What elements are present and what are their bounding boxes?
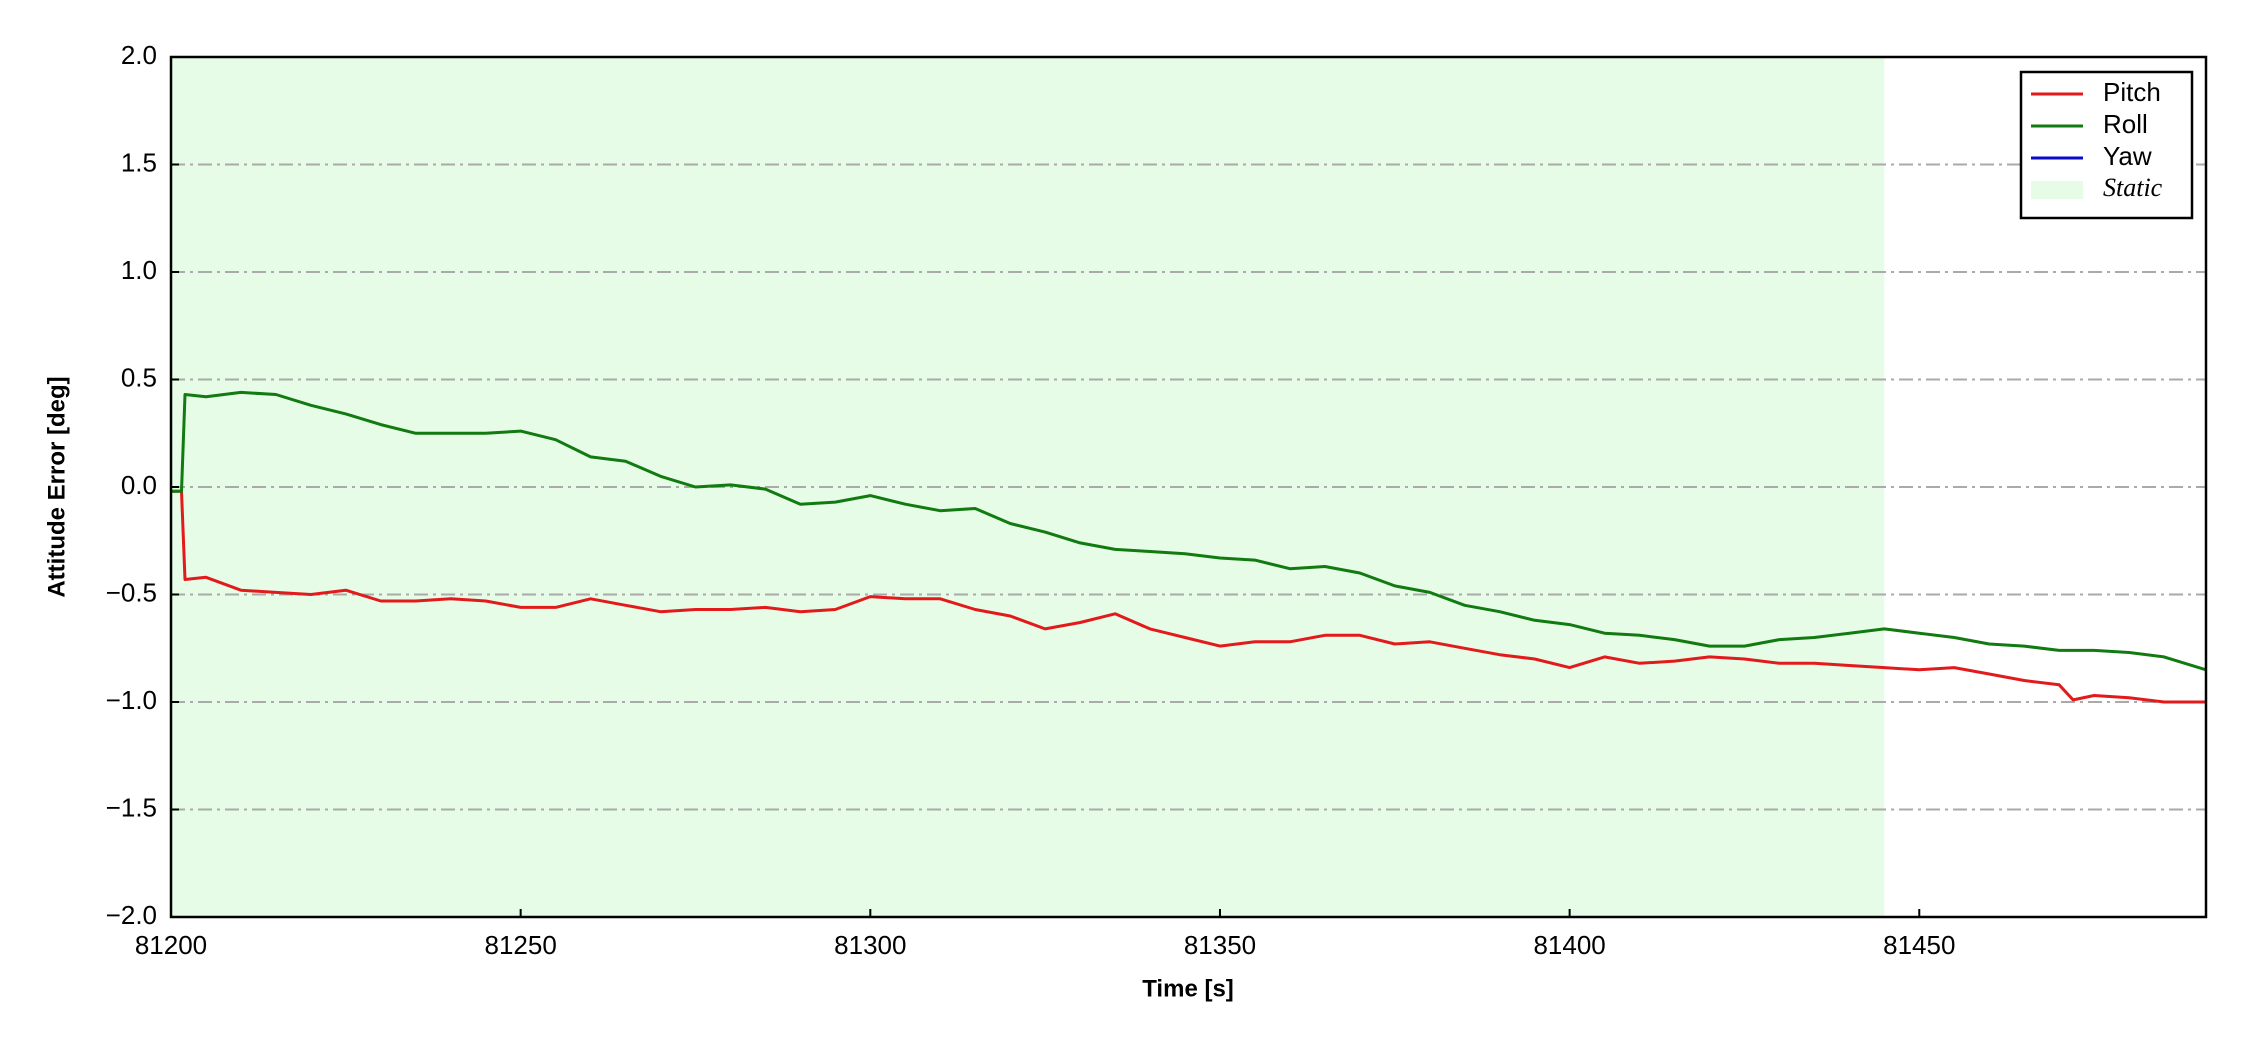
y-tick-label: −0.5 xyxy=(106,577,157,607)
y-tick-label: −1.0 xyxy=(106,685,157,715)
legend-label: Pitch xyxy=(2103,77,2161,107)
x-axis-label: Time [s] xyxy=(1142,975,1234,1002)
y-tick-label: 1.5 xyxy=(121,147,157,177)
x-tick-label: 81250 xyxy=(485,930,557,960)
legend-label: Roll xyxy=(2103,109,2148,139)
y-tick-label: 2.0 xyxy=(121,40,157,70)
y-tick-label: 1.0 xyxy=(121,255,157,285)
y-axis-label: Attitude Error [deg] xyxy=(43,376,70,597)
plot-frame xyxy=(169,55,2208,919)
y-tick-label: 0.5 xyxy=(121,362,157,392)
y-tick-label: −1.5 xyxy=(106,792,157,822)
x-tick-label: 81450 xyxy=(1883,930,1955,960)
legend-label: Static xyxy=(2103,173,2163,202)
x-tick-label: 81400 xyxy=(1533,930,1605,960)
y-tick-label: 0.0 xyxy=(121,470,157,500)
legend-label: Yaw xyxy=(2103,141,2152,171)
x-tick-label: 81200 xyxy=(135,930,207,960)
series-line xyxy=(171,390,2207,672)
x-tick-label: 81350 xyxy=(1184,930,1256,960)
series-line xyxy=(171,489,2206,704)
x-tick-label: 81300 xyxy=(834,930,906,960)
legend-swatch xyxy=(2031,181,2083,199)
y-tick-label: −2.0 xyxy=(106,900,157,930)
